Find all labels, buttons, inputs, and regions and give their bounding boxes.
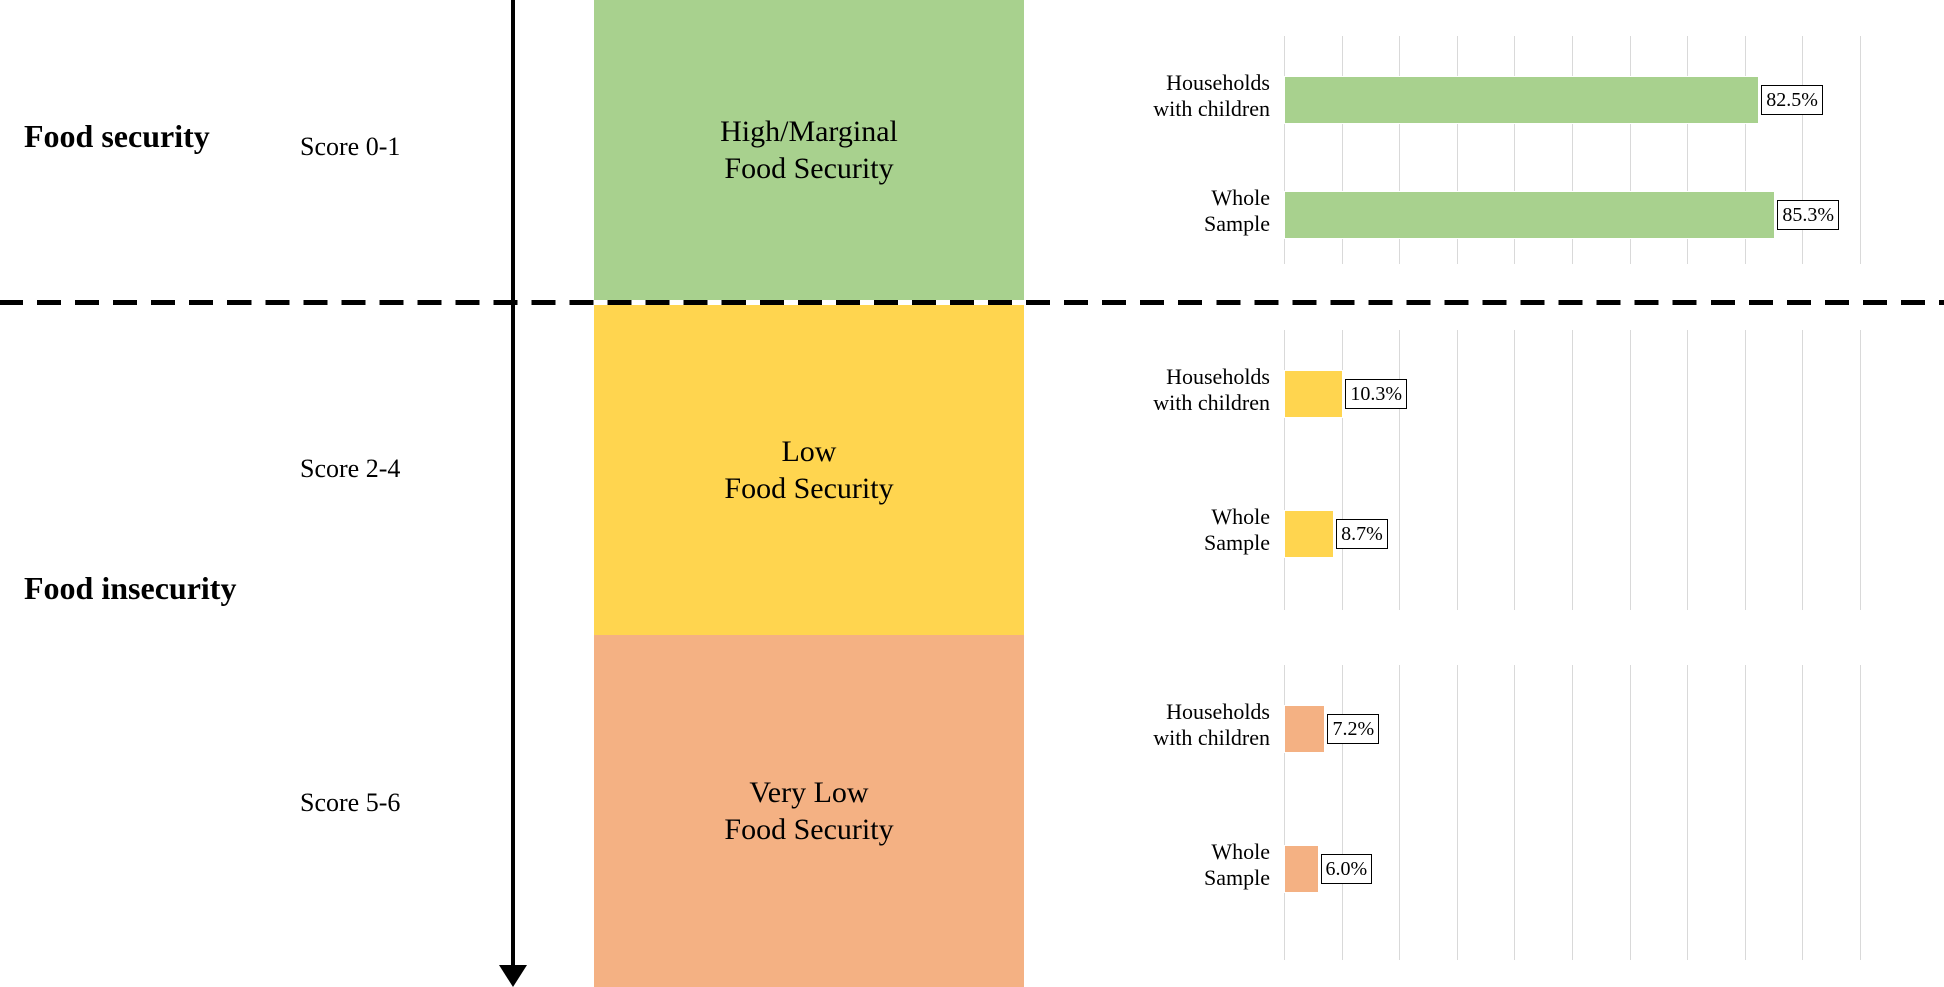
- bar-chart-group: Householdswith children 7.2% WholeSample 6.…: [1090, 665, 1860, 960]
- chart-gridline: [1514, 665, 1515, 960]
- bar: [1284, 370, 1343, 418]
- bar-value-label: 82.5%: [1761, 85, 1823, 115]
- bar: [1284, 510, 1334, 558]
- category-label: Food security: [24, 118, 210, 155]
- chart-gridline: [1745, 330, 1746, 610]
- chart-gridline: [1860, 665, 1861, 960]
- chart-gridline: [1514, 330, 1515, 610]
- chart-gridline: [1745, 665, 1746, 960]
- security-level-block: Very LowFood Security: [594, 635, 1024, 987]
- bar-chart-group: Householdswith children 10.3% WholeSample 8…: [1090, 330, 1860, 610]
- security-level-block: LowFood Security: [594, 305, 1024, 635]
- bar-label: Householdswith children: [1090, 364, 1270, 417]
- bar-label-line: Whole: [1090, 185, 1270, 211]
- chart-gridline: [1630, 665, 1631, 960]
- bar-value-label: 6.0%: [1321, 854, 1373, 884]
- bar-value-label: 7.2%: [1327, 714, 1379, 744]
- bar-label: Householdswith children: [1090, 70, 1270, 123]
- score-label: Score 0-1: [300, 132, 400, 162]
- bar-label-line: with children: [1090, 390, 1270, 416]
- bar-value-label: 10.3%: [1345, 379, 1407, 409]
- chart-gridline: [1860, 330, 1861, 610]
- chart-gridline: [1802, 330, 1803, 610]
- bar-label-line: Whole: [1090, 504, 1270, 530]
- bar-label: WholeSample: [1090, 504, 1270, 557]
- block-label-line: Low: [724, 433, 893, 471]
- chart-gridline: [1572, 330, 1573, 610]
- bar-label-line: Households: [1090, 364, 1270, 390]
- chart-gridline: [1860, 36, 1861, 264]
- bar-label: Householdswith children: [1090, 699, 1270, 752]
- score-label: Score 2-4: [300, 454, 400, 484]
- chart-gridline: [1399, 665, 1400, 960]
- bar-label: WholeSample: [1090, 839, 1270, 892]
- score-label: Score 5-6: [300, 788, 400, 818]
- bar-value-label: 8.7%: [1336, 519, 1388, 549]
- bar: [1284, 705, 1325, 753]
- block-label-line: Food Security: [720, 150, 898, 188]
- score-axis-arrow-line: [511, 0, 515, 973]
- chart-gridline: [1802, 665, 1803, 960]
- security-level-block: High/MarginalFood Security: [594, 0, 1024, 300]
- block-label-line: Very Low: [724, 774, 893, 812]
- bar-label-line: Sample: [1090, 211, 1270, 237]
- bar-label-line: with children: [1090, 725, 1270, 751]
- chart-gridline: [1572, 665, 1573, 960]
- bar-label-line: Households: [1090, 70, 1270, 96]
- bar-label-line: Sample: [1090, 865, 1270, 891]
- category-label: Food insecurity: [24, 570, 236, 607]
- chart-gridline: [1457, 330, 1458, 610]
- bar: [1284, 76, 1759, 124]
- chart-gridline: [1687, 665, 1688, 960]
- chart-gridline: [1630, 330, 1631, 610]
- block-label-line: Food Security: [724, 470, 893, 508]
- bar-label-line: Sample: [1090, 530, 1270, 556]
- bar-label-line: Households: [1090, 699, 1270, 725]
- chart-gridline: [1687, 330, 1688, 610]
- block-label-line: Food Security: [724, 811, 893, 849]
- block-label-line: High/Marginal: [720, 113, 898, 151]
- bar-label-line: with children: [1090, 96, 1270, 122]
- chart-gridline: [1399, 330, 1400, 610]
- bar-label-line: Whole: [1090, 839, 1270, 865]
- chart-gridline: [1342, 665, 1343, 960]
- bar-chart-group: Householdswith children 82.5% WholeSample 8…: [1090, 36, 1860, 264]
- bar: [1284, 845, 1319, 893]
- bar-label: WholeSample: [1090, 185, 1270, 238]
- score-axis-arrow-head: [499, 965, 527, 987]
- bar: [1284, 191, 1775, 239]
- bar-value-label: 85.3%: [1777, 200, 1839, 230]
- chart-gridline: [1457, 665, 1458, 960]
